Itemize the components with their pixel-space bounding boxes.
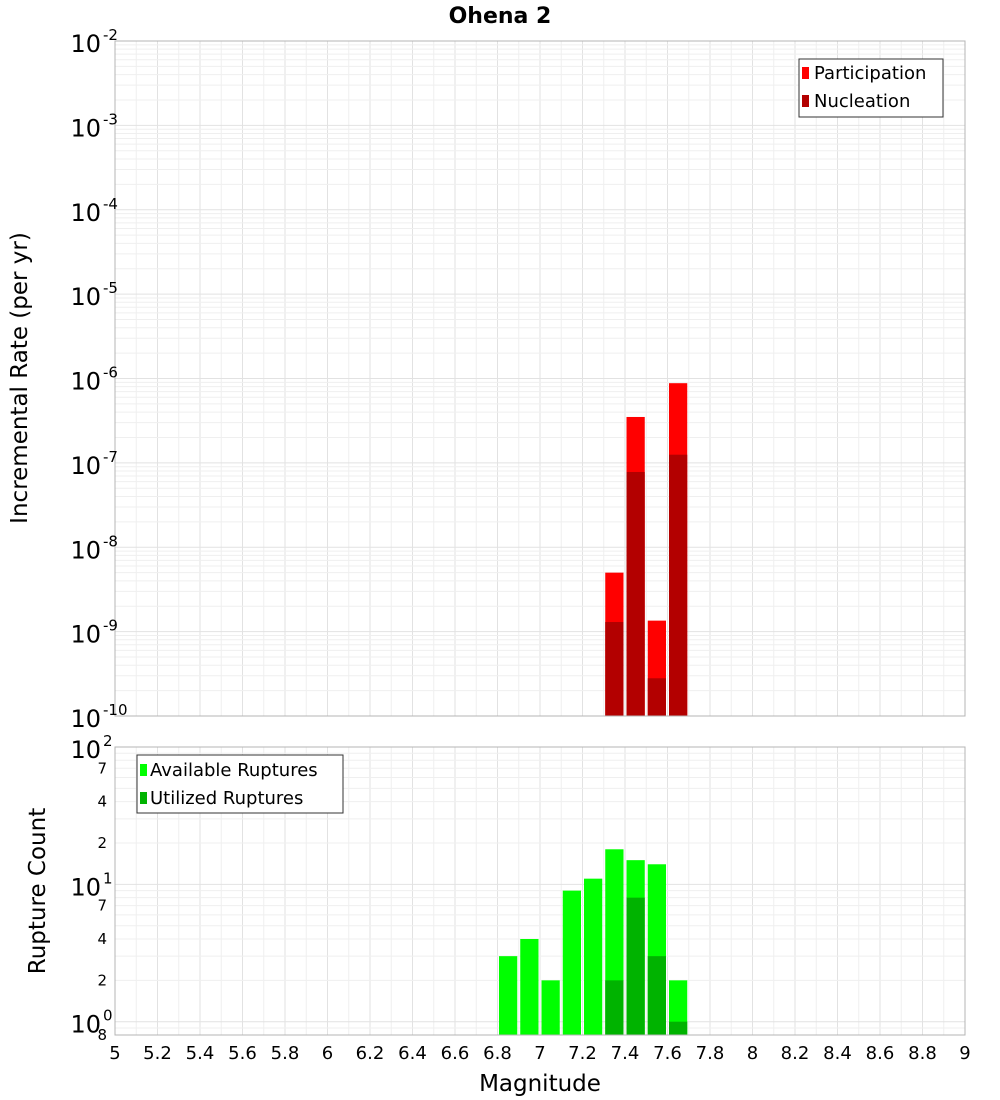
rate-legend: Participation Nucleation (798, 58, 944, 118)
rate-y-tick-label: 10 (70, 199, 101, 227)
x-tick-label: 6.2 (356, 1043, 385, 1064)
x-tick-label: 7.6 (653, 1043, 682, 1064)
x-tick-label: 8.8 (908, 1043, 937, 1064)
x-tick-label: 6 (322, 1043, 333, 1064)
available-ruptures-bar (562, 890, 581, 1035)
nucleation-bar (626, 471, 645, 716)
count-panel-frame (114, 746, 966, 1036)
rate-panel-y-ticks: 10-210-310-410-510-610-710-810-910-10 (70, 26, 127, 733)
utilized-legend-label: Utilized Ruptures (150, 788, 303, 809)
count-axis-title: Rupture Count (25, 808, 51, 974)
utilized-legend-swatch (140, 792, 147, 804)
count-panel-bars (499, 849, 688, 1035)
count-y-minor-tick-label: 2 (97, 834, 107, 852)
available-ruptures-bar (584, 878, 603, 1035)
x-tick-label: 8.6 (866, 1043, 895, 1064)
nucleation-bar (605, 622, 624, 716)
rate-panel-frame (114, 40, 966, 717)
chart-title: Ohena 2 (449, 4, 552, 29)
x-tick-label: 5.2 (143, 1043, 172, 1064)
nucleation-bar (669, 454, 688, 716)
count-y-minor-tick-label: 4 (97, 930, 107, 948)
rate-y-tick-exponent: -8 (103, 532, 118, 550)
count-y-minor-tick-label: 4 (97, 793, 107, 811)
nucleation-legend-label: Nucleation (814, 91, 910, 112)
rate-y-tick-exponent: -3 (103, 110, 118, 128)
count-y-tick-exponent: 1 (103, 869, 113, 887)
count-y-tick-label: 10 (70, 1011, 101, 1039)
x-tick-label: 6.6 (441, 1043, 470, 1064)
x-tick-label: 8.4 (823, 1043, 852, 1064)
count-y-minor-tick-label: 8 (97, 1026, 107, 1044)
count-legend-box (136, 754, 344, 814)
rate-y-tick-exponent: -2 (103, 26, 118, 44)
x-axis-title: Magnitude (479, 1071, 601, 1097)
available-ruptures-bar (669, 980, 688, 1035)
rate-legend-box (798, 58, 944, 118)
rate-y-tick-label: 10 (70, 30, 101, 58)
rate-y-tick-label: 10 (70, 536, 101, 564)
rate-y-tick-exponent: -10 (103, 701, 128, 719)
utilized-ruptures-bar (647, 956, 666, 1035)
rate-y-tick-label: 10 (70, 283, 101, 311)
utilized-ruptures-bar (626, 897, 645, 1035)
rate-panel: 10-210-310-410-510-610-710-810-910-10 In… (7, 26, 966, 733)
x-tick-label: 5.4 (186, 1043, 215, 1064)
available-legend-swatch (140, 764, 147, 776)
x-tick-label: 7.4 (611, 1043, 640, 1064)
rate-y-tick-label: 10 (70, 452, 101, 480)
participation-legend-label: Participation (814, 63, 926, 84)
count-legend: Available Ruptures Utilized Ruptures (136, 754, 344, 814)
x-axis-ticks: 5 5.2 5.4 5.6 5.8 6 6.2 6.4 6.6 6.8 7 7.2 7.4 7.6 7.8 8… (109, 1043, 970, 1064)
x-tick-label: 8.2 (781, 1043, 810, 1064)
x-tick-label: 5.6 (228, 1043, 257, 1064)
count-y-minor-tick-label: 7 (97, 759, 107, 777)
rate-y-tick-exponent: -7 (103, 448, 118, 466)
rate-y-tick-label: 10 (70, 368, 101, 396)
x-tick-label: 7.2 (568, 1043, 597, 1064)
rate-y-tick-exponent: -9 (103, 617, 118, 635)
x-tick-label: 6.8 (483, 1043, 512, 1064)
count-y-tick-exponent: 0 (103, 1007, 113, 1025)
rate-y-tick-label: 10 (70, 621, 101, 649)
participation-legend-swatch (802, 67, 809, 79)
count-y-minor-tick-label: 2 (97, 971, 107, 989)
utilized-ruptures-bar (669, 1021, 688, 1035)
x-tick-label: 8 (747, 1043, 758, 1064)
count-y-tick-exponent: 2 (103, 732, 113, 750)
available-legend-label: Available Ruptures (150, 760, 318, 781)
available-ruptures-bar (541, 980, 560, 1035)
x-tick-label: 5 (109, 1043, 120, 1064)
available-ruptures-bar (520, 939, 539, 1035)
x-tick-label: 9 (959, 1043, 970, 1064)
x-tick-label: 7.8 (696, 1043, 725, 1064)
x-tick-label: 5.8 (271, 1043, 300, 1064)
count-y-tick-label: 10 (70, 736, 101, 764)
rate-axis-title: Incremental Rate (per yr) (7, 232, 33, 524)
rate-panel-grid (114, 40, 966, 717)
available-ruptures-bar (499, 956, 518, 1035)
rate-y-tick-exponent: -6 (103, 364, 118, 382)
rate-y-tick-label: 10 (70, 114, 101, 142)
count-y-tick-label: 10 (70, 873, 101, 901)
count-y-minor-tick-label: 7 (97, 897, 107, 915)
rate-y-tick-label: 10 (70, 705, 101, 733)
rate-y-tick-exponent: -5 (103, 279, 118, 297)
utilized-ruptures-bar (605, 980, 624, 1035)
x-tick-label: 7 (534, 1043, 545, 1064)
x-tick-label: 6.4 (398, 1043, 427, 1064)
nucleation-legend-swatch (802, 95, 809, 107)
nucleation-bar (647, 678, 666, 716)
rate-panel-bars (605, 383, 688, 716)
rate-y-tick-exponent: -4 (103, 195, 118, 213)
